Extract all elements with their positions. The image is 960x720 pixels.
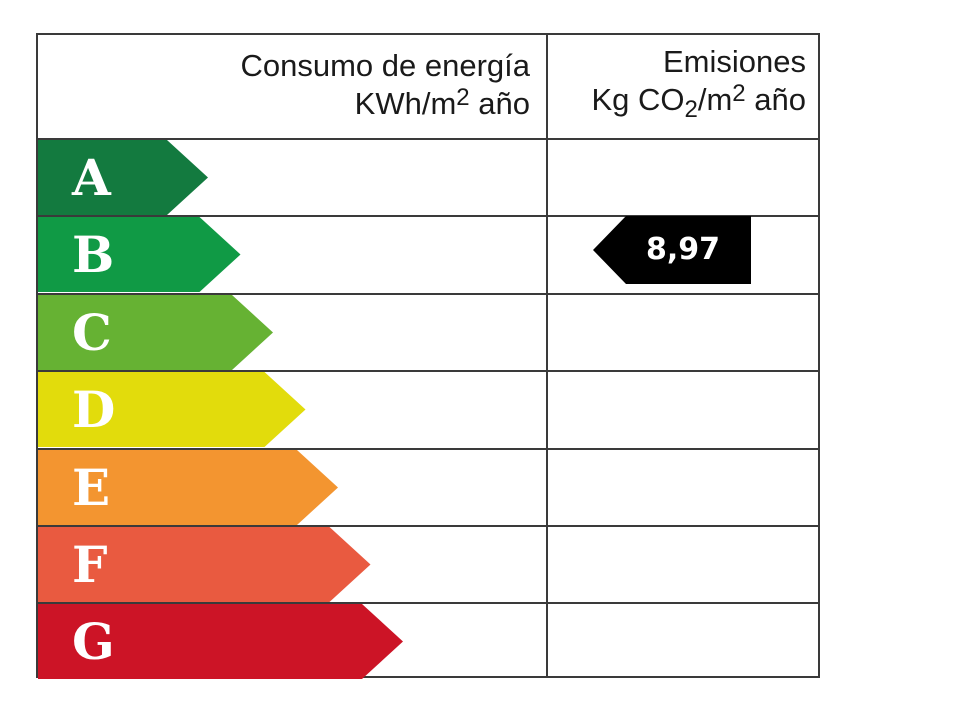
rating-letter: A — [72, 148, 111, 207]
header-divider — [36, 138, 820, 140]
row-divider — [36, 602, 820, 604]
column-divider — [546, 33, 548, 678]
energy-header-title: Consumo de energía — [240, 48, 530, 83]
row-divider — [36, 448, 820, 450]
row-divider — [36, 215, 820, 217]
rating-letter: F — [72, 535, 108, 594]
emissions-header-title: Emisiones — [663, 44, 806, 79]
energy-label-table — [36, 33, 820, 678]
rating-letter: C — [72, 303, 112, 362]
emissions-value-marker: 8,97 — [593, 216, 751, 284]
rating-arrow-g: G — [38, 604, 403, 680]
arrow-shape-icon — [38, 527, 371, 602]
unit-superscript: 2 — [456, 84, 470, 111]
rating-arrow-f: F — [38, 527, 371, 603]
rating-arrow-d: D — [38, 372, 306, 448]
rating-arrow-a: A — [38, 140, 208, 216]
unit-text: año — [745, 82, 806, 117]
unit-text: Kg CO — [591, 82, 685, 117]
energy-consumption-header: Consumo de energía KWh/m2 año — [40, 47, 530, 123]
rating-letter: G — [72, 612, 115, 671]
unit-text: año — [469, 86, 530, 121]
arrow-shape-icon — [38, 450, 338, 525]
rating-arrow-b: B — [38, 217, 241, 293]
rating-letter: B — [72, 225, 115, 284]
arrow-shape-icon — [38, 604, 403, 679]
arrow-shape-icon — [38, 140, 208, 215]
energy-header-unit: KWh/m2 año — [40, 85, 530, 123]
arrow-shape-icon — [38, 372, 306, 447]
row-divider — [36, 525, 820, 527]
row-divider — [36, 370, 820, 372]
rating-arrow-c: C — [38, 295, 273, 371]
arrow-shape-icon — [38, 217, 241, 292]
emissions-header: Emisiones Kg CO2/m2 año — [550, 43, 806, 122]
row-divider — [36, 293, 820, 295]
unit-text: /m — [697, 82, 733, 117]
rating-arrow-e: E — [38, 450, 338, 526]
emissions-value: 8,97 — [645, 232, 721, 267]
emissions-header-unit: Kg CO2/m2 año — [550, 80, 806, 122]
arrow-shape-icon — [38, 295, 273, 370]
rating-letter: E — [72, 458, 111, 517]
unit-subscript: 2 — [684, 96, 698, 123]
unit-text: KWh/m — [354, 86, 457, 121]
rating-letter: D — [72, 380, 116, 439]
unit-superscript: 2 — [732, 80, 746, 107]
left-pointing-arrow-icon — [593, 216, 751, 284]
